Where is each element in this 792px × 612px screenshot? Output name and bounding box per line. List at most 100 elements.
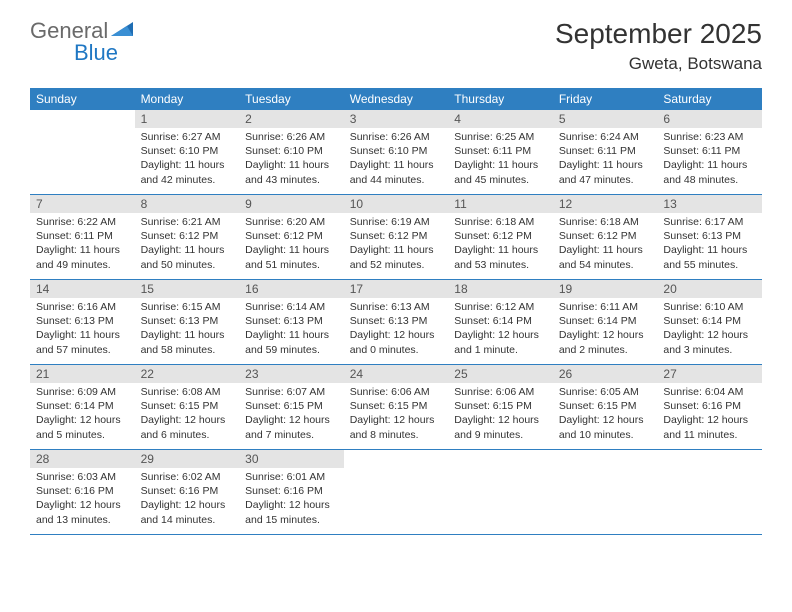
day-cell [448, 450, 553, 534]
day-line-dl1: Daylight: 11 hours [36, 328, 129, 342]
day-line-dl1: Daylight: 11 hours [559, 243, 652, 257]
day-body: Sunrise: 6:07 AMSunset: 6:15 PMDaylight:… [239, 383, 344, 446]
day-line-sr: Sunrise: 6:07 AM [245, 385, 338, 399]
day-line-dl1: Daylight: 12 hours [245, 413, 338, 427]
week-row: 14Sunrise: 6:16 AMSunset: 6:13 PMDayligh… [30, 280, 762, 365]
day-body: Sunrise: 6:04 AMSunset: 6:16 PMDaylight:… [657, 383, 762, 446]
day-line-dl1: Daylight: 12 hours [350, 328, 443, 342]
day-cell: 8Sunrise: 6:21 AMSunset: 6:12 PMDaylight… [135, 195, 240, 279]
day-line-sr: Sunrise: 6:26 AM [350, 130, 443, 144]
day-line-sr: Sunrise: 6:18 AM [454, 215, 547, 229]
day-body: Sunrise: 6:10 AMSunset: 6:14 PMDaylight:… [657, 298, 762, 361]
day-line-dl2: and 6 minutes. [141, 428, 234, 442]
day-line-ss: Sunset: 6:16 PM [245, 484, 338, 498]
day-line-sr: Sunrise: 6:17 AM [663, 215, 756, 229]
day-line-ss: Sunset: 6:14 PM [663, 314, 756, 328]
day-line-sr: Sunrise: 6:23 AM [663, 130, 756, 144]
day-line-dl1: Daylight: 11 hours [663, 158, 756, 172]
day-cell [657, 450, 762, 534]
dow-header-row: Sunday Monday Tuesday Wednesday Thursday… [30, 88, 762, 110]
day-body: Sunrise: 6:06 AMSunset: 6:15 PMDaylight:… [448, 383, 553, 446]
day-line-sr: Sunrise: 6:22 AM [36, 215, 129, 229]
day-line-ss: Sunset: 6:12 PM [245, 229, 338, 243]
day-body: Sunrise: 6:12 AMSunset: 6:14 PMDaylight:… [448, 298, 553, 361]
day-line-dl1: Daylight: 11 hours [350, 158, 443, 172]
dow-sunday: Sunday [30, 88, 135, 110]
day-body: Sunrise: 6:03 AMSunset: 6:16 PMDaylight:… [30, 468, 135, 531]
day-cell: 28Sunrise: 6:03 AMSunset: 6:16 PMDayligh… [30, 450, 135, 534]
day-number: 6 [657, 110, 762, 128]
day-cell: 16Sunrise: 6:14 AMSunset: 6:13 PMDayligh… [239, 280, 344, 364]
day-line-dl2: and 15 minutes. [245, 513, 338, 527]
day-line-dl2: and 51 minutes. [245, 258, 338, 272]
day-line-dl2: and 2 minutes. [559, 343, 652, 357]
day-number: 13 [657, 195, 762, 213]
day-line-sr: Sunrise: 6:26 AM [245, 130, 338, 144]
day-line-dl2: and 14 minutes. [141, 513, 234, 527]
day-line-ss: Sunset: 6:13 PM [350, 314, 443, 328]
day-line-dl1: Daylight: 12 hours [36, 413, 129, 427]
day-line-ss: Sunset: 6:10 PM [245, 144, 338, 158]
day-line-sr: Sunrise: 6:01 AM [245, 470, 338, 484]
day-line-sr: Sunrise: 6:05 AM [559, 385, 652, 399]
day-line-ss: Sunset: 6:10 PM [141, 144, 234, 158]
day-line-dl2: and 47 minutes. [559, 173, 652, 187]
day-line-ss: Sunset: 6:13 PM [663, 229, 756, 243]
day-line-sr: Sunrise: 6:12 AM [454, 300, 547, 314]
day-body: Sunrise: 6:22 AMSunset: 6:11 PMDaylight:… [30, 213, 135, 276]
day-cell: 7Sunrise: 6:22 AMSunset: 6:11 PMDaylight… [30, 195, 135, 279]
week-row: 1Sunrise: 6:27 AMSunset: 6:10 PMDaylight… [30, 110, 762, 195]
day-cell: 13Sunrise: 6:17 AMSunset: 6:13 PMDayligh… [657, 195, 762, 279]
day-number: 8 [135, 195, 240, 213]
day-body: Sunrise: 6:05 AMSunset: 6:15 PMDaylight:… [553, 383, 658, 446]
day-cell: 1Sunrise: 6:27 AMSunset: 6:10 PMDaylight… [135, 110, 240, 194]
page-header: General Blue September 2025 Gweta, Botsw… [0, 0, 792, 82]
day-line-sr: Sunrise: 6:18 AM [559, 215, 652, 229]
day-number: 21 [30, 365, 135, 383]
day-number: 23 [239, 365, 344, 383]
day-line-dl1: Daylight: 12 hours [663, 328, 756, 342]
day-body: Sunrise: 6:16 AMSunset: 6:13 PMDaylight:… [30, 298, 135, 361]
day-line-dl1: Daylight: 12 hours [454, 328, 547, 342]
day-line-dl1: Daylight: 11 hours [454, 158, 547, 172]
day-cell: 14Sunrise: 6:16 AMSunset: 6:13 PMDayligh… [30, 280, 135, 364]
day-line-sr: Sunrise: 6:02 AM [141, 470, 234, 484]
title-block: September 2025 Gweta, Botswana [555, 18, 762, 74]
day-number: 17 [344, 280, 449, 298]
day-line-dl2: and 45 minutes. [454, 173, 547, 187]
day-line-ss: Sunset: 6:12 PM [454, 229, 547, 243]
day-cell: 2Sunrise: 6:26 AMSunset: 6:10 PMDaylight… [239, 110, 344, 194]
day-body: Sunrise: 6:09 AMSunset: 6:14 PMDaylight:… [30, 383, 135, 446]
day-line-dl1: Daylight: 11 hours [141, 328, 234, 342]
day-cell: 9Sunrise: 6:20 AMSunset: 6:12 PMDaylight… [239, 195, 344, 279]
day-number: 30 [239, 450, 344, 468]
day-number: 28 [30, 450, 135, 468]
day-body: Sunrise: 6:15 AMSunset: 6:13 PMDaylight:… [135, 298, 240, 361]
day-line-ss: Sunset: 6:16 PM [141, 484, 234, 498]
day-number: 12 [553, 195, 658, 213]
day-line-dl1: Daylight: 12 hours [559, 413, 652, 427]
day-body: Sunrise: 6:18 AMSunset: 6:12 PMDaylight:… [448, 213, 553, 276]
day-body: Sunrise: 6:01 AMSunset: 6:16 PMDaylight:… [239, 468, 344, 531]
day-line-dl2: and 49 minutes. [36, 258, 129, 272]
day-body: Sunrise: 6:13 AMSunset: 6:13 PMDaylight:… [344, 298, 449, 361]
day-line-dl2: and 59 minutes. [245, 343, 338, 357]
day-cell: 23Sunrise: 6:07 AMSunset: 6:15 PMDayligh… [239, 365, 344, 449]
day-cell [30, 110, 135, 194]
day-line-sr: Sunrise: 6:13 AM [350, 300, 443, 314]
day-line-ss: Sunset: 6:16 PM [663, 399, 756, 413]
day-line-sr: Sunrise: 6:21 AM [141, 215, 234, 229]
day-line-sr: Sunrise: 6:06 AM [350, 385, 443, 399]
day-line-dl2: and 13 minutes. [36, 513, 129, 527]
day-line-dl2: and 11 minutes. [663, 428, 756, 442]
brand-logo: General Blue [30, 18, 137, 66]
day-line-ss: Sunset: 6:14 PM [454, 314, 547, 328]
day-number: 26 [553, 365, 658, 383]
day-number: 7 [30, 195, 135, 213]
day-line-dl2: and 43 minutes. [245, 173, 338, 187]
day-cell [553, 450, 658, 534]
day-cell: 24Sunrise: 6:06 AMSunset: 6:15 PMDayligh… [344, 365, 449, 449]
day-line-sr: Sunrise: 6:19 AM [350, 215, 443, 229]
day-line-dl2: and 7 minutes. [245, 428, 338, 442]
day-cell: 20Sunrise: 6:10 AMSunset: 6:14 PMDayligh… [657, 280, 762, 364]
